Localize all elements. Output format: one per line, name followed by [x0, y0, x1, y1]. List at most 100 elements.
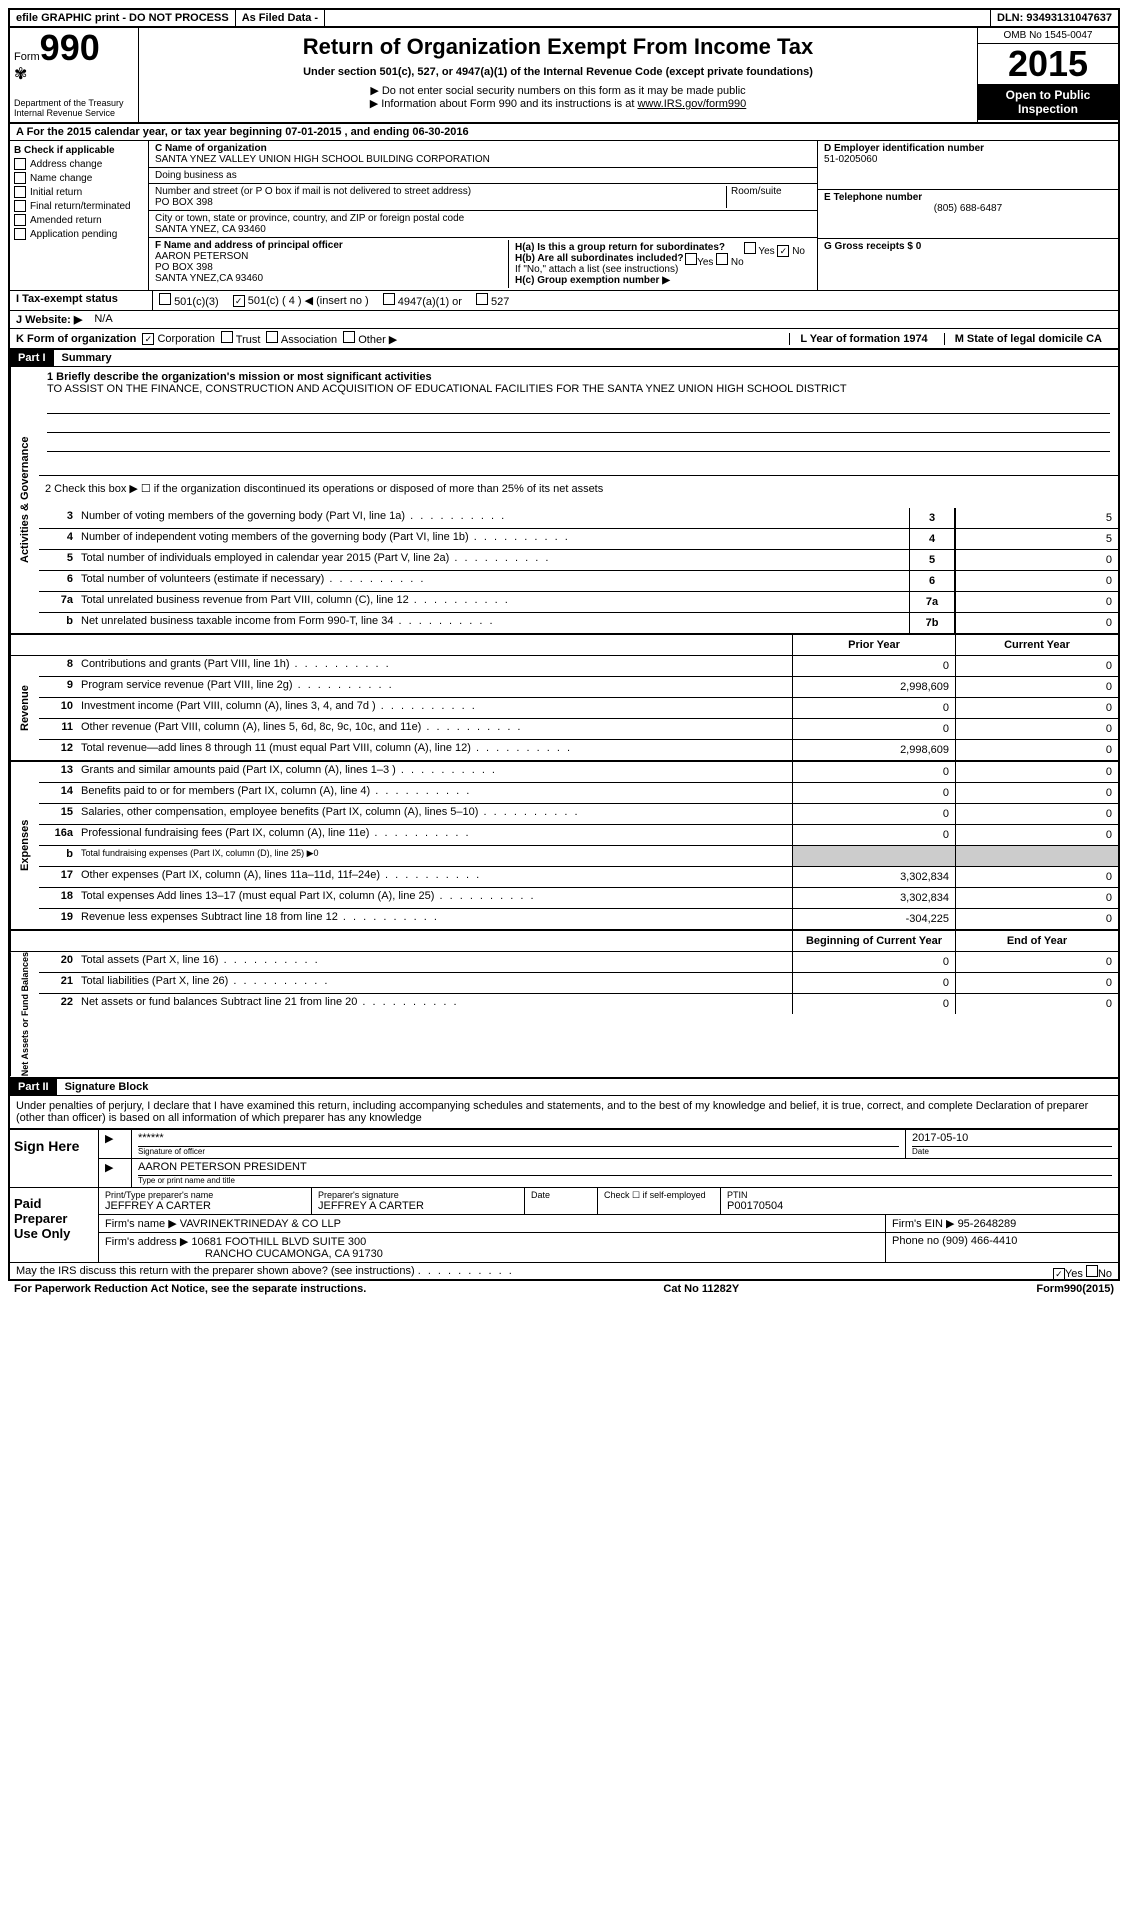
opt-501c3[interactable]: 501(c)(3)	[159, 293, 219, 308]
part-i-label: Part I	[10, 350, 54, 366]
governance-line: 3 Number of voting members of the govern…	[39, 508, 1118, 528]
opt-trust[interactable]: Trust	[221, 331, 261, 346]
ha-yesno: Yes No	[744, 242, 805, 257]
opt-corp[interactable]: Corporation	[142, 333, 215, 345]
line-num: 14	[39, 783, 77, 803]
prior-year-value: -304,225	[792, 909, 955, 929]
checkbox-checked-icon	[777, 245, 789, 257]
financial-line: 15 Salaries, other compensation, employe…	[39, 803, 1118, 824]
opt-501c[interactable]: 501(c) ( 4 ) ◀ (insert no )	[233, 294, 369, 307]
street-cell: Number and street (or P O box if mail is…	[149, 184, 817, 211]
checkbox-icon	[343, 331, 355, 343]
line-desc: Net unrelated business taxable income fr…	[77, 613, 909, 633]
check-final-return[interactable]: Final return/terminated	[14, 200, 144, 212]
opt-label: Address change	[30, 159, 102, 170]
header-left: Form990 ✾ Department of the Treasury Int…	[10, 28, 139, 122]
line-desc: Revenue less expenses Subtract line 18 f…	[77, 909, 792, 929]
discuss-yesno: Yes No	[1053, 1265, 1112, 1280]
side-label-netassets: Net Assets or Fund Balances	[10, 952, 39, 1076]
org-name: SANTA YNEZ VALLEY UNION HIGH SCHOOL BUIL…	[155, 154, 811, 165]
self-employed-check[interactable]: Check ☐ if self-employed	[598, 1188, 721, 1214]
hb-label: H(b) Are all subordinates included?	[515, 253, 684, 264]
revenue-rows-section: Revenue 8 Contributions and grants (Part…	[10, 656, 1118, 762]
paperwork-notice: For Paperwork Reduction Act Notice, see …	[14, 1283, 366, 1295]
financial-line: 21 Total liabilities (Part X, line 26) 0…	[39, 972, 1118, 993]
financial-line: 14 Benefits paid to or for members (Part…	[39, 782, 1118, 803]
current-year-value: 0	[955, 783, 1118, 803]
firm-addr2: RANCHO CUCAMONGA, CA 91730	[205, 1248, 383, 1260]
line-num: 18	[39, 888, 77, 908]
open-inspection: Open to Public Inspection	[978, 84, 1118, 120]
ptin-label: PTIN	[727, 1190, 1112, 1200]
line-desc: Benefits paid to or for members (Part IX…	[77, 783, 792, 803]
line-desc: Net assets or fund balances Subtract lin…	[77, 994, 792, 1014]
omb-number: OMB No 1545-0047	[978, 28, 1118, 44]
check-initial-return[interactable]: Initial return	[14, 186, 144, 198]
form-label: Form	[14, 51, 40, 63]
form-number-value: 990	[40, 27, 100, 68]
firm-name-label: Firm's name ▶	[105, 1218, 177, 1230]
line-desc: Professional fundraising fees (Part IX, …	[77, 825, 792, 845]
opt-other[interactable]: Other ▶	[343, 331, 397, 346]
side-label-expenses: Expenses	[10, 762, 39, 929]
prior-year-value: 0	[792, 719, 955, 739]
opt-527[interactable]: 527	[476, 293, 509, 308]
line-value: 0	[955, 592, 1118, 612]
opt-label: 4947(a)(1) or	[398, 296, 462, 308]
line-value: 5	[955, 529, 1118, 549]
assets-header-section: Beginning of Current Year End of Year	[10, 931, 1118, 952]
firm-addr-label: Firm's address ▶	[105, 1236, 188, 1248]
form-subtitle: Under section 501(c), 527, or 4947(a)(1)…	[147, 66, 969, 78]
check-amended[interactable]: Amended return	[14, 214, 144, 226]
opt-assoc[interactable]: Association	[266, 331, 337, 346]
checkbox-icon	[716, 253, 728, 265]
line-ref: 5	[909, 550, 955, 570]
col-prior-year: Prior Year	[792, 635, 955, 655]
name-label: C Name of organization	[155, 143, 811, 154]
blank	[39, 635, 77, 655]
f-label: F Name and address of principal officer	[155, 240, 508, 251]
line-desc: Total expenses Add lines 13–17 (must equ…	[77, 888, 792, 908]
line-desc: Total revenue—add lines 8 through 11 (mu…	[77, 740, 792, 760]
form-number: Form990	[14, 32, 134, 64]
f-officer-row: F Name and address of principal officer …	[149, 238, 817, 290]
k-label: K Form of organization	[16, 333, 136, 345]
financial-line: 10 Investment income (Part VIII, column …	[39, 697, 1118, 718]
line-num: 12	[39, 740, 77, 760]
footer: For Paperwork Reduction Act Notice, see …	[8, 1281, 1120, 1297]
col-current-year: Current Year	[955, 635, 1118, 655]
line-num: 22	[39, 994, 77, 1014]
line-num: 8	[39, 656, 77, 676]
opt-label: Corporation	[157, 333, 214, 345]
opt-4947[interactable]: 4947(a)(1) or	[383, 293, 462, 308]
prior-year-value: 0	[792, 973, 955, 993]
col-d-ein: D Employer identification number 51-0205…	[818, 141, 1118, 290]
check-name-change[interactable]: Name change	[14, 172, 144, 184]
prior-year-value: 0	[792, 804, 955, 824]
financial-line: 18 Total expenses Add lines 13–17 (must …	[39, 887, 1118, 908]
line-desc: Other expenses (Part IX, column (A), lin…	[77, 867, 792, 887]
line-desc: Total number of volunteers (estimate if …	[77, 571, 909, 591]
line-desc: Investment income (Part VIII, column (A)…	[77, 698, 792, 718]
prior-year-value	[792, 846, 955, 866]
firm-addr1: 10681 FOOTHILL BLVD SUITE 300	[191, 1236, 366, 1248]
spacer	[325, 10, 991, 26]
header-center: Return of Organization Exempt From Incom…	[139, 28, 977, 122]
form-header: Form990 ✾ Department of the Treasury Int…	[10, 28, 1118, 124]
check-address-change[interactable]: Address change	[14, 158, 144, 170]
blank	[77, 635, 792, 655]
opt-label: Initial return	[30, 187, 82, 198]
part-ii-label: Part II	[10, 1079, 57, 1095]
line-num: 6	[39, 571, 77, 591]
line-num: 17	[39, 867, 77, 887]
check-application-pending[interactable]: Application pending	[14, 228, 144, 240]
irs-link[interactable]: www.IRS.gov/form990	[637, 98, 746, 110]
row-i-tax-status: I Tax-exempt status 501(c)(3) 501(c) ( 4…	[10, 291, 1118, 311]
checkbox-icon	[14, 158, 26, 170]
current-year-value: 0	[955, 909, 1118, 929]
room-label: Room/suite	[731, 186, 811, 197]
line-desc: Total liabilities (Part X, line 26)	[77, 973, 792, 993]
current-year-value	[955, 846, 1118, 866]
line-value: 0	[955, 613, 1118, 633]
checkbox-icon	[14, 200, 26, 212]
